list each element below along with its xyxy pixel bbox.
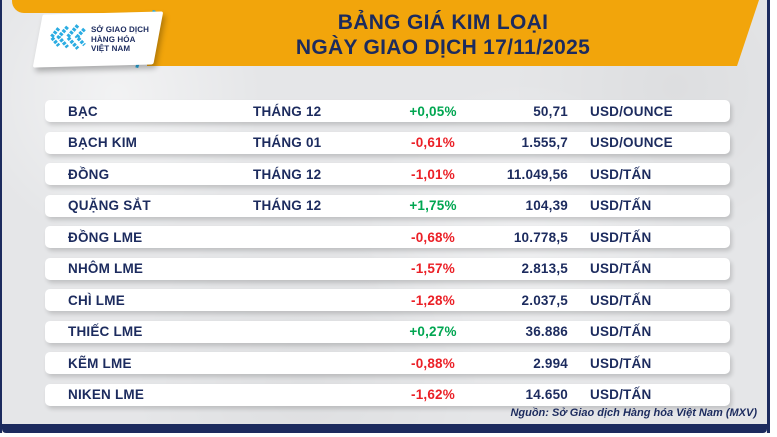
table-row: ĐỒNG LME -0,68% 10.778,5 USD/TẤN xyxy=(45,226,730,248)
contract-month: THÁNG 12 xyxy=(253,166,322,182)
source-note: Nguồn: Sở Giao dịch Hàng hóa Việt Nam (M… xyxy=(510,407,757,419)
mxv-chevrons-icon xyxy=(47,23,86,56)
commodity-name: ĐỒNG xyxy=(68,166,110,182)
contract-month: THÁNG 12 xyxy=(253,103,322,119)
logo-text-line1: SỞ GIAO DỊCH xyxy=(90,25,149,35)
price-unit: USD/TẤN xyxy=(590,324,652,339)
price-value: 14.650 xyxy=(525,387,568,402)
commodity-name: BẠCH KIM xyxy=(68,135,138,150)
logo-text-line3: VIỆT NAM xyxy=(90,44,130,54)
price-value: 104,39 xyxy=(525,198,568,213)
commodity-name: BẠC xyxy=(68,103,98,119)
page-title-line2: NGÀY GIAO DỊCH 17/11/2025 xyxy=(295,36,591,59)
table-row: NHÔM LME -1,57% 2.813,5 USD/TẤN xyxy=(45,257,730,280)
table-row: CHÌ LME -1,28% 2.037,5 USD/TẤN xyxy=(45,289,730,311)
percent-change: -1,57% xyxy=(411,261,455,276)
percent-change: +1,75% xyxy=(409,198,457,213)
price-unit: USD/TẤN xyxy=(590,261,652,276)
percent-change: +0,05% xyxy=(409,103,457,119)
percent-change: -1,01% xyxy=(411,166,455,182)
price-unit: USD/TẤN xyxy=(590,292,652,308)
logo-text: SỞ GIAO DỊCH HÀNG HÓA VIỆT NAM xyxy=(91,25,149,53)
percent-change: -0,68% xyxy=(411,229,455,245)
contract-month: THÁNG 01 xyxy=(253,135,322,150)
price-unit: USD/TẤN xyxy=(590,166,652,182)
mxv-logo: SỞ GIAO DỊCH HÀNG HÓA VIỆT NAM xyxy=(32,11,164,68)
price-unit: USD/TẤN xyxy=(590,355,652,371)
price-value: 10.778,5 xyxy=(513,229,568,245)
header-banner: BẢNG GIÁ KIM LOẠI NGÀY GIAO DỊCH 17/11/2… xyxy=(147,0,759,66)
table-row: BẠCH KIM THÁNG 01 -0,61% 1.555,7 USD/OUN… xyxy=(45,131,730,154)
price-unit: USD/OUNCE xyxy=(590,103,673,119)
price-unit: USD/TẤN xyxy=(590,198,652,213)
price-value: 2.994 xyxy=(533,355,568,371)
percent-change: -0,88% xyxy=(411,355,455,371)
logo-text-line2: HÀNG HÓA xyxy=(90,34,136,44)
price-value: 50,71 xyxy=(533,103,568,119)
contract-month: THÁNG 12 xyxy=(253,198,322,213)
price-unit: USD/TẤN xyxy=(590,387,652,402)
table-row: QUẶNG SẮT THÁNG 12 +1,75% 104,39 USD/TẤN xyxy=(45,194,730,217)
commodity-name: NIKEN LME xyxy=(68,387,145,402)
price-unit: USD/TẤN xyxy=(590,229,652,245)
page-title-line1: BẢNG GIÁ KIM LOẠI xyxy=(337,11,549,34)
percent-change: -1,62% xyxy=(411,387,455,402)
percent-change: -1,28% xyxy=(411,292,455,308)
price-value: 11.049,56 xyxy=(506,166,568,182)
commodity-name: QUẶNG SẮT xyxy=(68,198,151,213)
percent-change: -0,61% xyxy=(411,135,455,150)
commodity-name: NHÔM LME xyxy=(68,261,144,276)
percent-change: +0,27% xyxy=(409,324,457,339)
price-table: BẠC THÁNG 12 +0,05% 50,71 USD/OUNCE BẠCH… xyxy=(45,100,730,406)
table-row: ĐỒNG THÁNG 12 -1,01% 11.049,56 USD/TẤN xyxy=(45,163,730,185)
price-value: 1.555,7 xyxy=(521,135,568,150)
bottom-bar xyxy=(2,424,767,433)
table-row: THIẾC LME +0,27% 36.886 USD/TẤN xyxy=(45,320,730,343)
table-row: NIKEN LME -1,62% 14.650 USD/TẤN xyxy=(45,383,730,406)
table-row: KẼM LME -0,88% 2.994 USD/TẤN xyxy=(45,352,730,374)
price-value: 2.037,5 xyxy=(521,292,568,308)
commodity-name: ĐỒNG LME xyxy=(68,229,143,245)
commodity-name: CHÌ LME xyxy=(68,292,125,308)
price-value: 2.813,5 xyxy=(521,261,568,276)
price-value: 36.886 xyxy=(525,324,568,339)
price-unit: USD/OUNCE xyxy=(590,135,673,150)
commodity-name: KẼM LME xyxy=(68,355,132,371)
table-row: BẠC THÁNG 12 +0,05% 50,71 USD/OUNCE xyxy=(45,100,730,122)
commodity-name: THIẾC LME xyxy=(68,324,143,339)
